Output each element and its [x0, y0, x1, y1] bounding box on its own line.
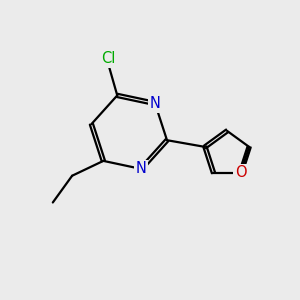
Text: N: N — [136, 161, 147, 176]
Text: O: O — [235, 165, 247, 180]
Text: Cl: Cl — [101, 51, 116, 66]
Text: N: N — [150, 96, 160, 111]
